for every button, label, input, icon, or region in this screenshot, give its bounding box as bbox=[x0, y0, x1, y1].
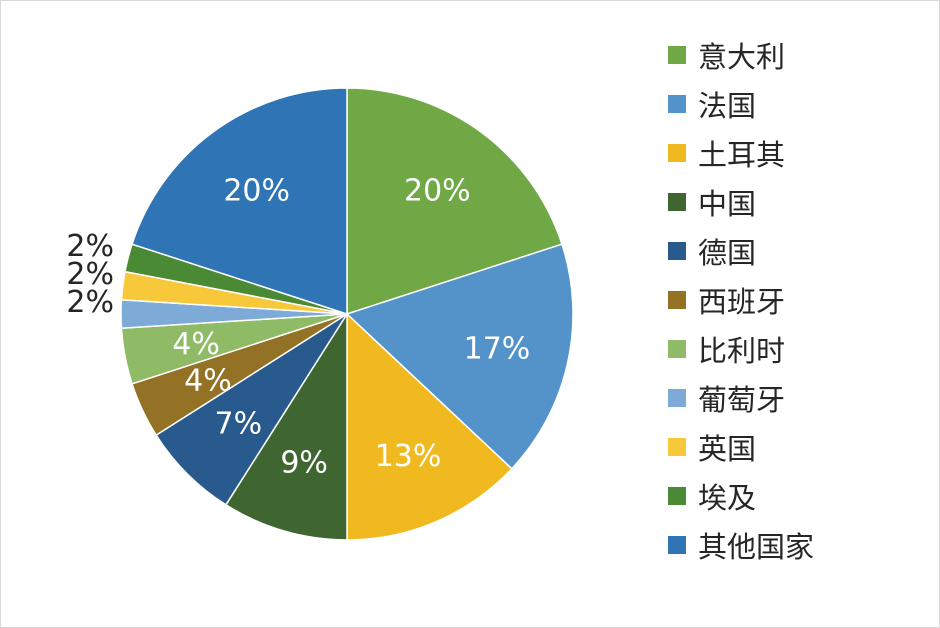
legend-swatch bbox=[668, 45, 686, 64]
legend-swatch bbox=[668, 486, 686, 505]
legend-label: 西班牙 bbox=[698, 284, 786, 319]
legend-label: 中国 bbox=[698, 186, 757, 221]
legend-item-9: 英国 bbox=[668, 422, 814, 471]
pie-slice-3 bbox=[346, 312, 513, 541]
legend-label: 比利时 bbox=[698, 333, 786, 368]
legend-swatch bbox=[668, 388, 686, 407]
pie-slice-1 bbox=[346, 87, 563, 316]
pie-slice-11 bbox=[131, 87, 348, 316]
pie-data-label-9: 2% bbox=[66, 257, 114, 292]
legend-label: 德国 bbox=[698, 235, 757, 270]
legend-item-7: 比利时 bbox=[668, 324, 814, 373]
legend-item-3: 土耳其 bbox=[668, 128, 814, 177]
pie-data-label-10: 2% bbox=[66, 285, 114, 320]
chart-legend: 意大利法国土耳其中国德国西班牙比利时葡萄牙英国埃及其他国家 bbox=[668, 30, 814, 569]
legend-item-8: 葡萄牙 bbox=[668, 373, 814, 422]
legend-swatch bbox=[668, 241, 686, 260]
legend-swatch bbox=[668, 535, 686, 554]
legend-label: 其他国家 bbox=[698, 529, 815, 564]
pie-data-label-6: 4% bbox=[184, 363, 232, 398]
pie-data-label-8: 2% bbox=[66, 229, 114, 264]
legend-swatch bbox=[668, 437, 686, 456]
legend-label: 土耳其 bbox=[698, 137, 786, 172]
legend-item-6: 西班牙 bbox=[668, 275, 814, 324]
legend-label: 意大利 bbox=[698, 39, 786, 74]
legend-item-4: 中国 bbox=[668, 177, 814, 226]
pie-data-label-5: 7% bbox=[215, 407, 263, 442]
pie-data-label-11: 20% bbox=[223, 174, 290, 209]
legend-item-11: 其他国家 bbox=[668, 520, 814, 569]
pie-slice-4 bbox=[224, 311, 348, 541]
legend-swatch bbox=[668, 290, 686, 309]
legend-item-2: 法国 bbox=[668, 79, 814, 128]
legend-swatch bbox=[668, 192, 686, 211]
pie-data-label-2: 17% bbox=[464, 332, 531, 367]
pie-data-label-1: 20% bbox=[404, 174, 471, 209]
legend-item-1: 意大利 bbox=[668, 30, 814, 79]
pie-slice-2 bbox=[345, 243, 574, 470]
legend-label: 葡萄牙 bbox=[698, 382, 786, 417]
legend-swatch bbox=[668, 94, 686, 113]
legend-swatch bbox=[668, 339, 686, 358]
legend-item-10: 埃及 bbox=[668, 471, 814, 520]
pie-data-label-3: 13% bbox=[375, 439, 442, 474]
pie-data-label-7: 4% bbox=[172, 327, 220, 362]
legend-item-5: 德国 bbox=[668, 226, 814, 275]
legend-swatch bbox=[668, 143, 686, 162]
legend-label: 法国 bbox=[698, 88, 757, 123]
pie-data-label-4: 9% bbox=[280, 446, 328, 481]
legend-label: 英国 bbox=[698, 431, 757, 466]
legend-label: 埃及 bbox=[698, 480, 757, 515]
